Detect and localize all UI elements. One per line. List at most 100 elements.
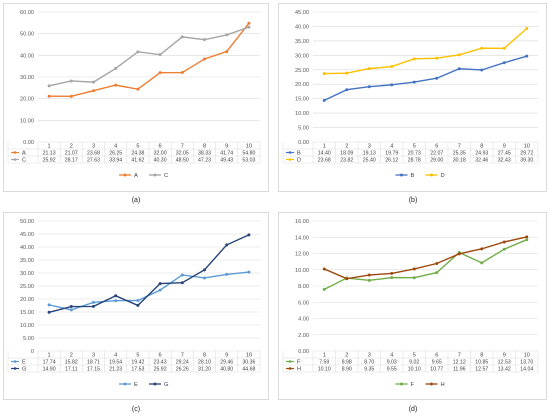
data-point-G: [158, 282, 162, 286]
x-tick-label: 3: [92, 352, 95, 358]
y-tick-label: 16.00: [295, 219, 309, 225]
table-value: 32.00: [154, 150, 167, 156]
caption-d: (d): [408, 406, 418, 413]
data-point-H: [322, 267, 326, 271]
x-tick-label: 7: [181, 352, 184, 358]
table-value: 9.03: [387, 359, 397, 365]
x-tick-label: 2: [345, 143, 348, 149]
table-value: 12.12: [453, 359, 466, 365]
table-value: 21.07: [65, 150, 78, 156]
y-tick-label: 15.00: [20, 310, 34, 316]
y-tick-label: 14.00: [295, 235, 309, 241]
table-value: 25.40: [363, 157, 376, 163]
data-point-A: [180, 71, 184, 75]
table-value: 33.94: [109, 157, 122, 163]
table-series-name: A: [22, 150, 26, 156]
table-value: 10.10: [318, 366, 331, 372]
y-tick-label: 40.00: [20, 245, 34, 251]
data-point-F: [502, 247, 506, 251]
x-tick-label: 1: [48, 352, 51, 358]
data-point-D: [480, 46, 484, 50]
x-tick-label: 8: [480, 352, 483, 358]
line-chart-d: 0.00 2.00 4.00 6.00 8.00 10.00 12.00 14.00 16.00…: [282, 219, 539, 388]
y-tick-label: 5.00: [23, 336, 34, 342]
data-point-H: [345, 277, 349, 281]
x-tick-label: 5: [136, 352, 139, 358]
y-tick-label: 10.00: [295, 111, 309, 117]
y-tick-label: 60.00: [20, 10, 34, 16]
x-tick-label: 3: [368, 143, 371, 149]
table-value: 7.59: [319, 359, 329, 365]
x-tick-label: 7: [458, 352, 461, 358]
y-tick-label: 10.00: [20, 118, 34, 124]
legend-key-marker: [400, 173, 403, 177]
y-tick-label: 35.00: [20, 258, 34, 264]
table-value: 10.85: [475, 359, 488, 365]
x-tick-label: 4: [114, 143, 117, 149]
table-value: 32.46: [475, 157, 488, 163]
table-value: 23.68: [318, 157, 331, 163]
data-point-D: [367, 67, 371, 71]
table-key-marker: [13, 158, 17, 161]
table-value: 19.54: [109, 359, 122, 365]
y-tick-label: 0.00: [298, 349, 309, 355]
data-point-G: [203, 268, 206, 272]
y-tick-label: 2.00: [298, 333, 309, 339]
table-value: 23.68: [87, 150, 100, 156]
table-value: 10.10: [408, 366, 421, 372]
data-point-G: [47, 310, 51, 314]
legend-label: B: [411, 173, 415, 179]
data-point-E: [47, 303, 51, 307]
data-point-E: [180, 273, 184, 277]
table-series-name: D: [297, 157, 301, 163]
y-tick-label: 30.00: [20, 271, 34, 277]
data-point-H: [412, 267, 416, 271]
data-point-H: [525, 235, 529, 239]
legend-key-marker: [400, 382, 403, 386]
data-point-A: [136, 87, 140, 91]
table-value: 14.04: [520, 366, 533, 372]
table-value: 19.42: [131, 359, 144, 365]
data-point-A: [69, 94, 73, 98]
table-value: 32.05: [176, 150, 189, 156]
table-value: 40.80: [220, 366, 233, 372]
series-line-B: [323, 55, 527, 102]
table-value: 47.23: [198, 157, 211, 163]
y-tick-label: 12.00: [295, 252, 309, 258]
data-point-C: [247, 25, 251, 29]
y-tick-label: 20.00: [20, 97, 34, 103]
data-point-E: [92, 300, 95, 304]
table-key-marker: [288, 360, 292, 363]
table-value: 38.33: [198, 150, 211, 156]
data-point-G: [92, 304, 95, 308]
table-series-name: C: [22, 157, 26, 163]
table-value: 24.93: [475, 150, 488, 156]
data-point-C: [225, 33, 229, 37]
y-tick-label: 45.00: [20, 232, 34, 238]
data-point-C: [47, 84, 51, 88]
table-value: 22.07: [430, 150, 443, 156]
y-tick-label: 20.00: [20, 297, 34, 303]
series-line-A: [49, 22, 250, 98]
x-tick-label: 10: [524, 352, 530, 358]
chart-frame-b: 0.00 5.00 10.00 15.00 20.00 25.00 30.00 35.00 40…: [278, 3, 547, 192]
table-value: 27.45: [498, 150, 511, 156]
y-tick-label: 40.00: [295, 24, 309, 30]
table-value: 39.30: [520, 157, 533, 163]
x-tick-label: 1: [323, 352, 326, 358]
chart-frame-a: 0.00 10.00 20.00 30.00 40.00 50.00 60.00 1 2 3 4 5 6…: [3, 3, 269, 192]
table-value: 54.80: [242, 150, 255, 156]
table-value: 31.20: [198, 366, 211, 372]
table-value: 44.68: [242, 366, 255, 372]
table-value: 28.10: [198, 359, 211, 365]
data-point-D: [457, 53, 461, 57]
data-point-G: [180, 281, 184, 285]
table-key-marker: [13, 151, 17, 154]
table-value: 14.90: [43, 366, 56, 372]
y-tick-label: 50.00: [20, 219, 34, 225]
table-value: 14.40: [318, 150, 331, 156]
table-value: 21.23: [109, 366, 122, 372]
x-tick-label: 6: [435, 143, 438, 149]
data-point-A: [92, 89, 95, 93]
table-value: 8.90: [342, 366, 352, 372]
